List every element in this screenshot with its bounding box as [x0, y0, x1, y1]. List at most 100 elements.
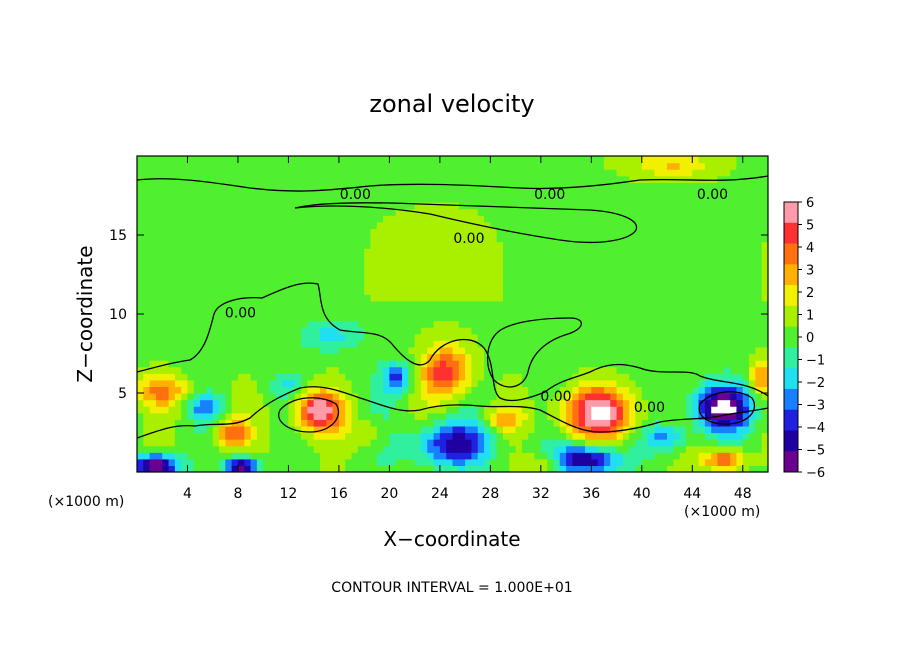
heatmap-cell — [458, 373, 466, 381]
heatmap-cell — [761, 340, 768, 348]
heatmap-cell — [187, 458, 195, 467]
heatmap-cell — [761, 281, 768, 289]
heatmap-cell — [187, 366, 195, 374]
heatmap-cell — [553, 221, 561, 230]
heatmap-cell — [338, 215, 346, 223]
heatmap-cell — [269, 353, 277, 361]
heatmap-cell — [250, 333, 258, 341]
heatmap-cell — [364, 360, 372, 368]
heatmap-cell — [307, 340, 315, 348]
heatmap-cell — [282, 425, 290, 434]
heatmap-cell — [749, 162, 756, 170]
heatmap-cell — [635, 235, 643, 243]
heatmap-cell — [338, 346, 346, 355]
heatmap-cell — [502, 366, 510, 374]
heatmap-cell — [730, 274, 738, 282]
heatmap-cell — [704, 425, 712, 434]
heatmap-cell — [408, 314, 416, 322]
heatmap-cell — [168, 386, 176, 394]
heatmap-cell — [338, 399, 346, 407]
heatmap-cell — [704, 386, 712, 394]
heatmap-cell — [465, 261, 473, 269]
heatmap-cell — [212, 360, 220, 368]
heatmap-cell — [187, 261, 195, 269]
heatmap-cell — [282, 300, 290, 309]
heatmap-cell — [275, 169, 283, 177]
heatmap-cell — [174, 248, 182, 256]
heatmap-cell — [648, 202, 656, 210]
heatmap-cell — [660, 419, 668, 427]
heatmap-cell — [654, 333, 662, 341]
heatmap-cell — [231, 320, 239, 328]
heatmap-cell — [736, 261, 744, 269]
heatmap-cell — [458, 182, 466, 190]
heatmap-cell — [673, 419, 681, 427]
heatmap-cell — [193, 353, 201, 361]
heatmap-cell — [465, 195, 473, 203]
heatmap-cell — [269, 419, 277, 427]
heatmap-cell — [250, 169, 258, 177]
heatmap-cell — [420, 314, 428, 322]
heatmap-cell — [237, 419, 245, 427]
heatmap-cell — [597, 452, 605, 460]
heatmap-cell — [143, 169, 151, 177]
heatmap-cell — [685, 182, 693, 190]
heatmap-cell — [174, 465, 182, 472]
heatmap-cell — [761, 425, 768, 434]
heatmap-cell — [534, 195, 542, 203]
heatmap-cell — [326, 287, 334, 295]
heatmap-cell — [496, 175, 504, 183]
heatmap-cell — [357, 452, 365, 460]
heatmap-cell — [471, 215, 479, 223]
heatmap-cell — [547, 393, 555, 401]
heatmap-cell — [439, 458, 447, 467]
heatmap-cell — [155, 432, 163, 440]
heatmap-cell — [660, 366, 668, 374]
heatmap-cell — [351, 452, 359, 460]
heatmap-cell — [547, 439, 555, 447]
heatmap-cell — [212, 169, 220, 177]
heatmap-cell — [155, 386, 163, 394]
heatmap-cell — [559, 353, 567, 361]
heatmap-cell — [326, 379, 334, 388]
heatmap-cell — [591, 425, 599, 434]
heatmap-cell — [149, 241, 157, 249]
heatmap-cell — [629, 195, 637, 203]
heatmap-cell — [711, 274, 719, 282]
heatmap-cell — [490, 215, 498, 223]
heatmap-cell — [174, 412, 182, 420]
heatmap-cell — [200, 432, 208, 440]
heatmap-cell — [370, 406, 378, 414]
heatmap-cell — [307, 281, 315, 289]
heatmap-cell — [389, 307, 397, 315]
heatmap-cell — [162, 320, 170, 328]
heatmap-cell — [717, 327, 725, 335]
heatmap-cell — [149, 267, 157, 276]
heatmap-cell — [307, 215, 315, 223]
heatmap-cell — [200, 346, 208, 355]
heatmap-cell — [370, 465, 378, 472]
heatmap-cell — [484, 215, 491, 223]
heatmap-cell — [212, 254, 220, 262]
heatmap-cell — [597, 156, 605, 164]
heatmap-cell — [155, 465, 163, 472]
heatmap-cell — [231, 346, 239, 355]
heatmap-cell — [660, 300, 668, 309]
heatmap-cell — [433, 353, 441, 361]
heatmap-cell — [484, 274, 491, 282]
heatmap-cell — [269, 300, 277, 309]
heatmap-cell — [502, 439, 510, 447]
heatmap-cell — [648, 215, 656, 223]
heatmap-cell — [206, 182, 214, 190]
heatmap-cell — [244, 419, 252, 427]
heatmap-cell — [679, 300, 687, 309]
heatmap-cell — [465, 281, 473, 289]
heatmap-cell — [181, 406, 189, 414]
heatmap-cell — [521, 162, 529, 170]
heatmap-cell — [162, 300, 170, 309]
heatmap-cell — [364, 412, 372, 420]
heatmap-cell — [458, 162, 466, 170]
heatmap-cell — [162, 465, 170, 472]
heatmap-cell — [521, 346, 529, 355]
